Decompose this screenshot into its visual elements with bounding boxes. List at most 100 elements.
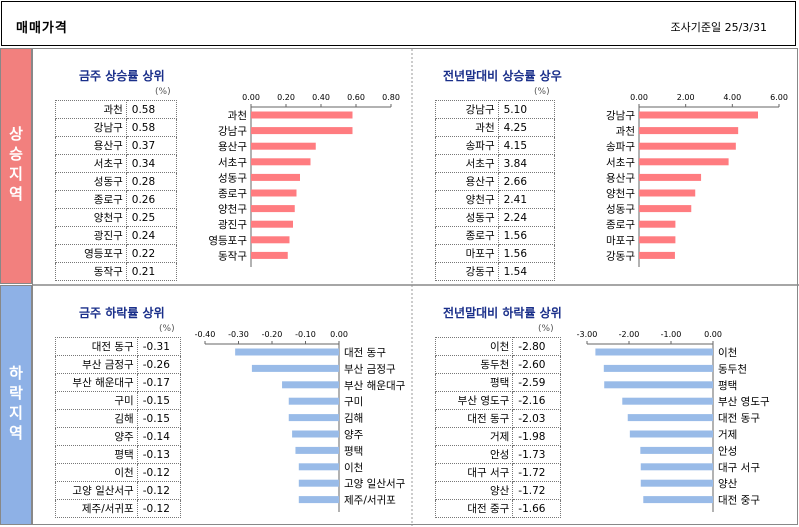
- table-row: 용산구 0.37: [55, 136, 178, 155]
- region-name: 동작구: [55, 262, 127, 281]
- rate-value: 0.58: [125, 118, 178, 137]
- table-row: 이천 -2.80: [434, 337, 561, 356]
- bar: [604, 381, 713, 389]
- category-label: 고양 일산서구: [344, 477, 405, 490]
- region-name: 동두천: [434, 355, 514, 374]
- rate-value: -0.12: [136, 499, 182, 518]
- rank-table: 과천 0.58 강남구 0.58 용산구 0.37 서초구 0.34 성동구 0.28 종로구 0.2…: [55, 100, 178, 281]
- axis-tick-label: 0.80: [382, 93, 400, 102]
- rate-value: -2.03: [512, 409, 561, 428]
- table-row: 송파구 4.15: [435, 136, 556, 155]
- table-row: 부산 영도구 -2.16: [434, 391, 561, 410]
- axis-tick-label: 0.00: [242, 93, 260, 102]
- bar: [251, 236, 290, 244]
- category-label: 성동구: [606, 204, 635, 216]
- category-label: 대전 동구: [344, 347, 386, 359]
- category-label: 영등포구: [208, 235, 247, 247]
- rate-value: 1.54: [497, 262, 556, 281]
- table-row: 제주/서귀포 -0.12: [55, 499, 182, 518]
- category-label: 동두천: [718, 363, 747, 375]
- category-label: 과천: [616, 126, 635, 138]
- rate-value: 1.56: [497, 244, 556, 263]
- category-label: 서초구: [606, 157, 635, 169]
- table-row: 용산구 2.66: [435, 172, 556, 191]
- table-row: 부산 해운대구 -0.17: [55, 373, 182, 392]
- region-name: 과천: [55, 100, 127, 119]
- bar: [639, 173, 702, 181]
- panel-title: 전년말대비 상승률 상우: [443, 69, 562, 83]
- table-row: 대구 서구 -1.72: [434, 463, 561, 482]
- rate-value: 3.84: [497, 154, 556, 173]
- region-name: 마포구: [435, 244, 499, 263]
- table-row: 과천 4.25: [435, 118, 556, 137]
- table-row: 성동구 2.24: [435, 208, 556, 227]
- unit-label: (%): [538, 324, 554, 334]
- rate-value: 5.10: [497, 100, 556, 119]
- bar: [298, 496, 339, 504]
- bar: [251, 173, 300, 181]
- rate-value: 0.22: [125, 244, 178, 263]
- table-row: 구미 -0.15: [55, 391, 182, 410]
- bar: [643, 496, 713, 504]
- category-label: 성동구: [218, 172, 247, 184]
- rate-value: -0.15: [136, 391, 182, 410]
- category-label: 과천: [228, 110, 247, 122]
- rate-value: -2.16: [512, 391, 561, 410]
- table-row: 영등포구 0.22: [55, 244, 178, 263]
- table-row: 강동구 1.54: [435, 262, 556, 281]
- axis-tick-label: -0.10: [295, 330, 316, 339]
- report-header: 매매가격 조사기준일 25/3/31: [1, 1, 796, 46]
- category-label: 종로구: [218, 188, 247, 200]
- falling-region-label: 하락지역: [0, 285, 32, 525]
- bar: [639, 205, 692, 213]
- axis-tick-label: 0.40: [312, 93, 330, 102]
- rate-value: -1.72: [512, 481, 561, 500]
- bar: [288, 397, 339, 405]
- bar: [639, 142, 736, 150]
- category-label: 강남구: [606, 110, 635, 122]
- rank-table: 대전 동구 -0.31 부산 금정구 -0.26 부산 해운대구 -0.17 구미 -0.15…: [55, 337, 182, 518]
- region-name: 부산 해운대구: [55, 373, 138, 392]
- region-name: 제주/서귀포: [55, 499, 138, 518]
- bar: [251, 205, 295, 213]
- axis-tick-label: 6.00: [770, 93, 788, 102]
- axis-tick-label: 2.00: [677, 93, 695, 102]
- category-label: 용산구: [606, 172, 635, 184]
- panel-grid: 금주 상승률 상위 (%) 과천 0.58 강남구 0.58 용산구 0.37 서초구 0.3…: [32, 48, 799, 526]
- category-label: 이천: [344, 462, 363, 474]
- rate-value: -1.98: [512, 427, 561, 446]
- region-name: 용산구: [55, 136, 127, 155]
- bar: [251, 220, 293, 228]
- table-row: 대전 중구 -1.66: [434, 499, 561, 518]
- bar: [640, 446, 713, 454]
- region-name: 종로구: [55, 190, 127, 209]
- category-label: 부산 금정구: [344, 363, 396, 375]
- category-label: 광진구: [218, 219, 247, 231]
- table-row: 양주 -0.14: [55, 427, 182, 446]
- bar: [622, 397, 713, 405]
- rate-value: 0.25: [125, 208, 178, 227]
- bar: [288, 414, 339, 422]
- rate-value: 4.25: [497, 118, 556, 137]
- bar: [251, 189, 297, 197]
- table-row: 이천 -0.12: [55, 463, 182, 482]
- region-name: 과천: [435, 118, 499, 137]
- category-label: 이천: [718, 347, 737, 359]
- bar: [595, 348, 713, 356]
- category-label: 마포구: [606, 235, 635, 247]
- region-name: 서초구: [435, 154, 499, 173]
- axis-tick-label: 0.20: [277, 93, 295, 102]
- bar: [298, 463, 339, 471]
- rate-value: -0.14: [136, 427, 182, 446]
- region-name: 평택: [434, 373, 514, 392]
- rate-value: 0.24: [125, 226, 178, 245]
- axis-tick-label: 4.00: [723, 93, 741, 102]
- region-name: 양주: [55, 427, 138, 446]
- region-name: 고양 일산서구: [55, 481, 138, 500]
- rate-value: 0.58: [125, 100, 178, 119]
- bar: [639, 158, 729, 166]
- table-row: 강남구 5.10: [435, 100, 556, 119]
- grid-dividers: [33, 49, 799, 526]
- axis-tick-label: 0.60: [347, 93, 365, 102]
